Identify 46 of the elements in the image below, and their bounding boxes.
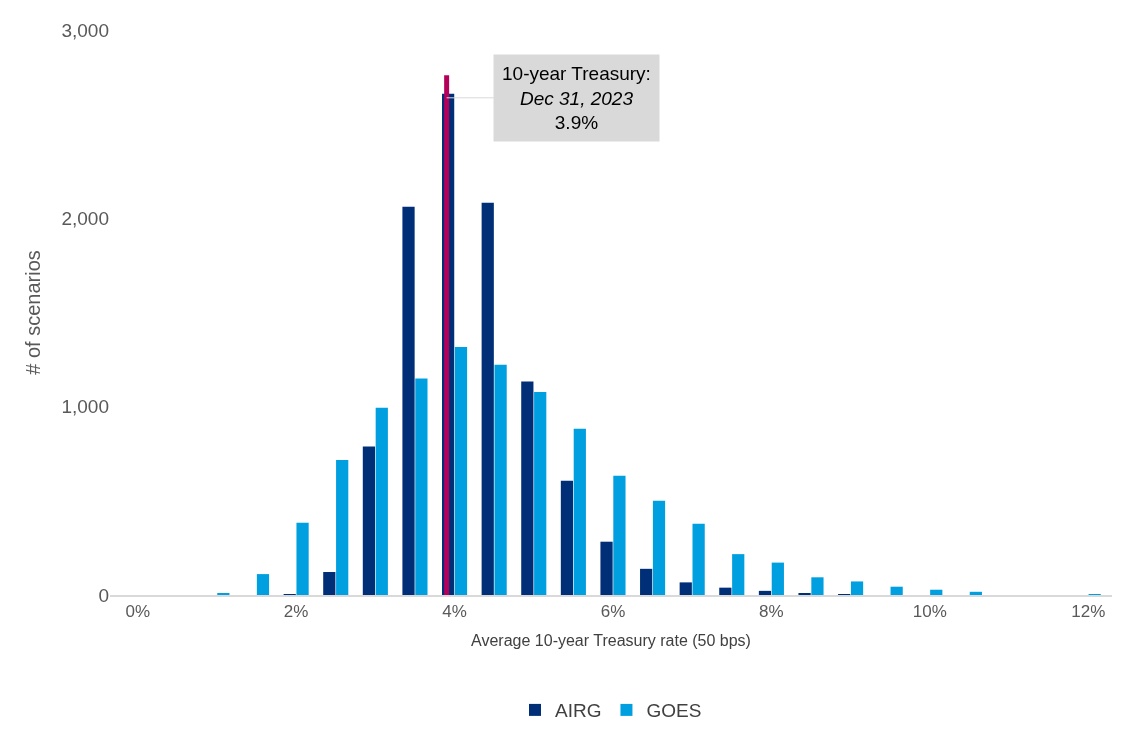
bar — [811, 577, 824, 595]
bar — [969, 591, 982, 595]
bar — [534, 391, 547, 595]
bar — [494, 364, 507, 595]
ref-line-label: 10-year Treasury: Dec 31, 2023 3.9% — [502, 63, 651, 134]
bar — [850, 581, 864, 595]
legend-label: AIRG — [555, 700, 602, 722]
bar — [336, 459, 349, 595]
y-axis-title: # of scenarios — [21, 250, 44, 375]
bar — [454, 346, 468, 595]
x-tick-label: 6% — [600, 602, 626, 622]
x-tick-label: 12% — [1071, 602, 1106, 622]
bar — [930, 589, 943, 595]
bar — [362, 446, 376, 595]
bar — [613, 475, 626, 595]
y-tick-label: 2,000 — [61, 207, 109, 229]
bar — [573, 428, 586, 595]
y-tick-label: 1,000 — [61, 396, 109, 418]
x-tick-label: 8% — [759, 602, 784, 622]
bar — [323, 572, 336, 595]
legend-label: GOES — [646, 700, 702, 722]
y-tick-label: 3,000 — [61, 19, 109, 41]
x-axis-title: Average 10-year Treasury rate (50 bps) — [471, 632, 751, 650]
bar — [402, 206, 415, 595]
bar — [732, 554, 745, 595]
bar — [256, 574, 270, 595]
bar — [758, 590, 772, 595]
bar — [692, 523, 705, 595]
bar — [719, 587, 732, 595]
bar — [415, 378, 428, 595]
bar — [560, 480, 574, 595]
bar — [771, 562, 784, 595]
bar — [521, 381, 534, 595]
bar — [640, 568, 653, 595]
x-tick-label: 0% — [125, 602, 151, 622]
x-tick-label: 10% — [912, 602, 947, 622]
x-tick-label: 2% — [283, 602, 309, 622]
bar — [296, 522, 309, 595]
bar — [679, 582, 692, 595]
bar — [600, 541, 613, 595]
bar — [890, 586, 903, 595]
bar — [652, 500, 666, 595]
bar — [375, 407, 388, 595]
bar — [481, 202, 494, 595]
y-tick-label: 0 — [98, 584, 109, 606]
x-tick-label: 4% — [442, 602, 467, 622]
